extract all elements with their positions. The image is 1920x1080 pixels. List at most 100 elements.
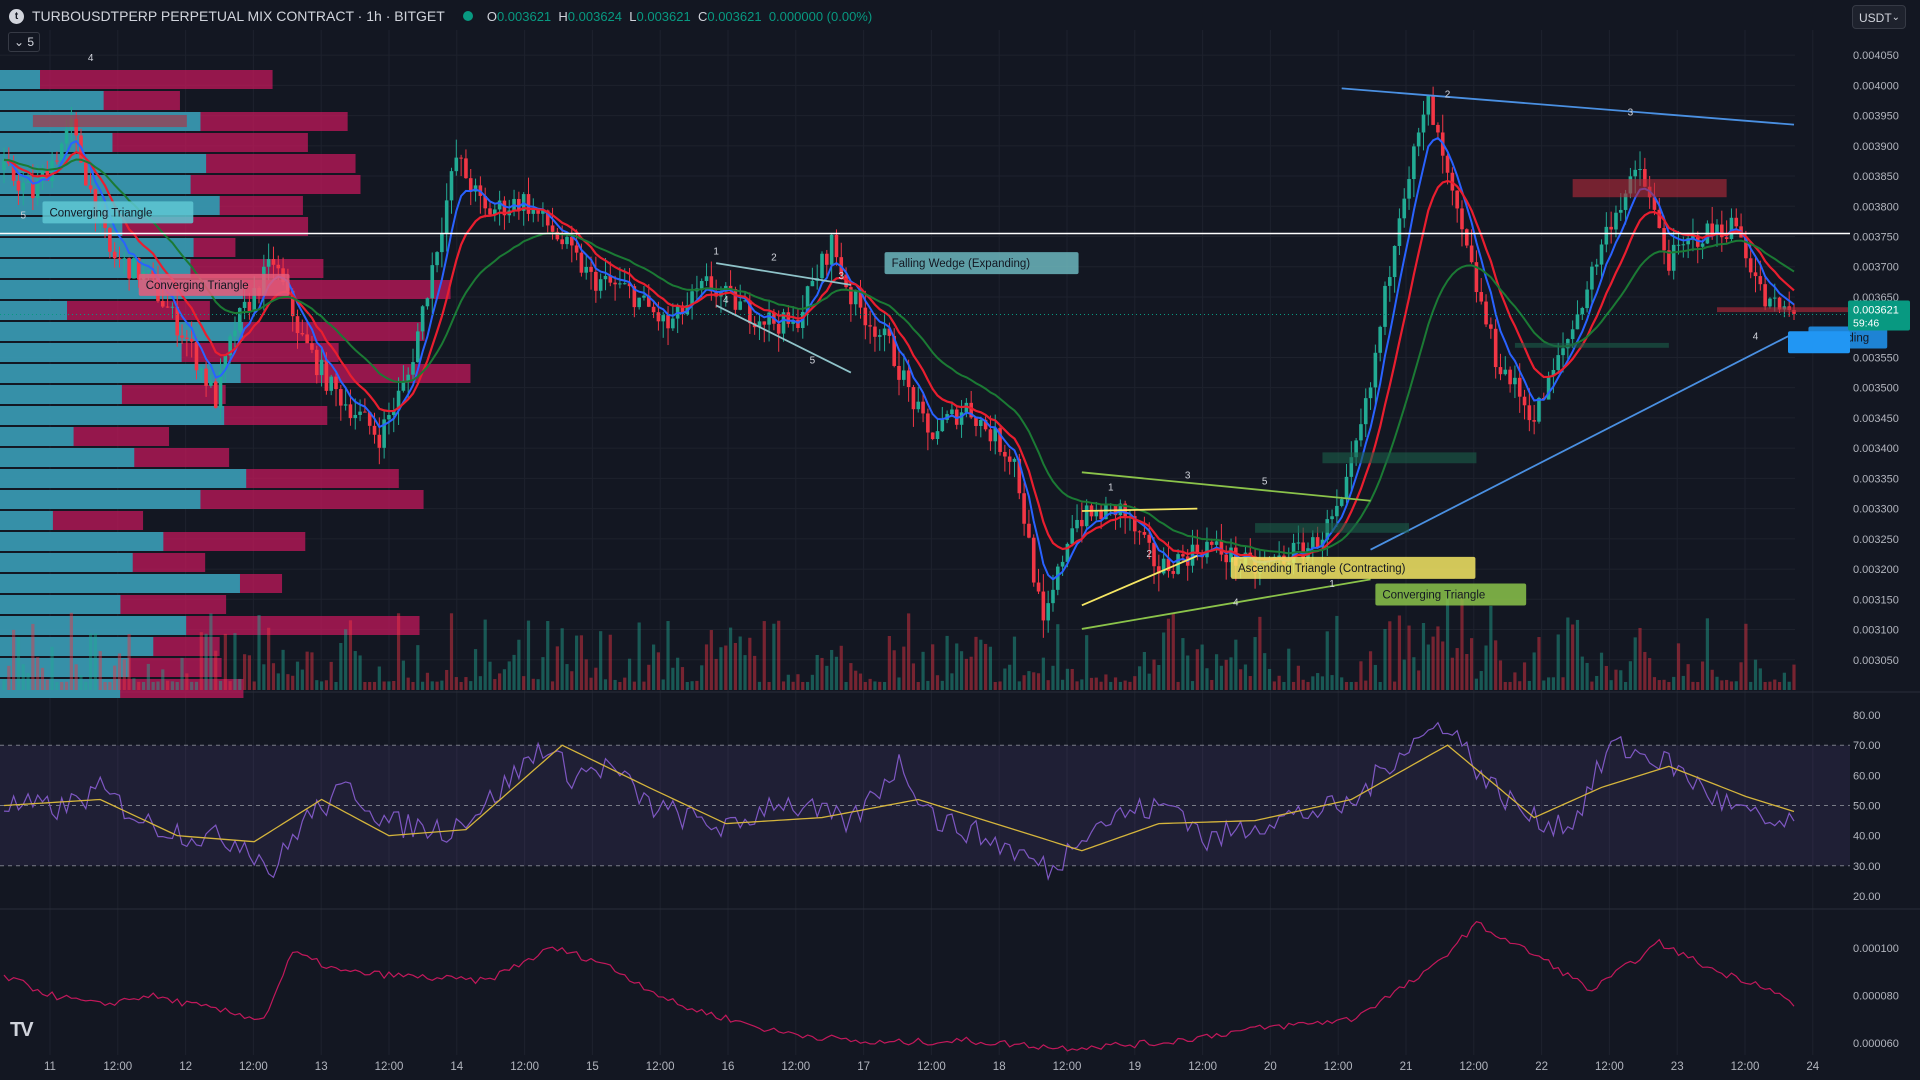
volume-bar xyxy=(1590,681,1594,690)
candle xyxy=(1489,317,1493,339)
candle-body xyxy=(1402,198,1407,219)
volume-bar xyxy=(945,635,949,690)
candle-body xyxy=(122,258,127,260)
candle-body xyxy=(1681,244,1686,246)
currency-select[interactable]: USDT ⌄ xyxy=(1852,5,1906,29)
volume-bar xyxy=(411,681,415,690)
volume-bar xyxy=(16,637,21,690)
candle xyxy=(613,275,617,301)
volume-bar xyxy=(671,667,675,690)
volume-bar xyxy=(98,651,102,690)
volume-bar xyxy=(911,663,916,690)
volume-bar xyxy=(1633,637,1637,690)
candle xyxy=(194,336,199,380)
volume-bar xyxy=(55,681,59,690)
pattern-label-box xyxy=(42,201,194,224)
candle-body xyxy=(339,389,343,406)
volume-bar xyxy=(1609,680,1613,690)
price-axis-tick: 0.003900 xyxy=(1853,141,1899,153)
candle xyxy=(1137,530,1142,545)
volume-bar xyxy=(1316,673,1320,690)
candle-body xyxy=(324,359,329,391)
volume-bar xyxy=(1200,644,1204,690)
volume-bar xyxy=(358,655,362,690)
volume-bar xyxy=(550,681,555,690)
volume-bar xyxy=(339,642,343,690)
candle xyxy=(314,345,319,384)
candle-body xyxy=(988,429,993,442)
candle xyxy=(1493,319,1498,379)
volume-bar xyxy=(223,633,227,690)
candle xyxy=(1676,230,1681,255)
volume-bar xyxy=(1662,679,1666,690)
volume-bar xyxy=(286,674,290,690)
candle xyxy=(762,321,767,343)
candle-body xyxy=(411,362,415,375)
pivot-label: 4 xyxy=(1753,331,1759,342)
volume-bar xyxy=(757,681,762,690)
volume-bar xyxy=(1518,681,1522,690)
candle-body xyxy=(820,253,824,279)
candle-body xyxy=(1758,276,1763,285)
pivot-label: 4 xyxy=(1233,597,1239,608)
volume-bar xyxy=(334,681,338,690)
candle-body xyxy=(666,315,670,329)
candle xyxy=(1484,294,1488,328)
volume-bar xyxy=(1287,648,1291,690)
price-axis-tick: 0.003350 xyxy=(1853,473,1899,485)
chevron-down-icon: ⌄ xyxy=(1891,12,1900,23)
candle xyxy=(776,310,781,352)
candle-body xyxy=(74,119,78,136)
symbol-title[interactable]: TURBOUSDTPERP PERPETUAL MIX CONTRACT · 1… xyxy=(32,8,445,24)
rsi-line xyxy=(3,721,1795,882)
candle xyxy=(334,371,338,407)
candle-body xyxy=(420,306,425,332)
volume-bar xyxy=(1556,634,1560,690)
volume-profile-buy-bar xyxy=(0,385,122,404)
indicators-collapse-button[interactable]: ⌄ 5 xyxy=(8,32,40,52)
candle-body xyxy=(1392,245,1397,278)
volume-bar xyxy=(1104,674,1108,690)
volume-bar xyxy=(1094,677,1098,690)
volume-bar xyxy=(319,681,324,690)
volume-profile-buy-bar xyxy=(0,532,164,551)
time-axis-tick: 15 xyxy=(586,1061,599,1073)
candle-body xyxy=(531,208,536,214)
candle xyxy=(59,141,64,162)
price-zone xyxy=(1514,342,1669,348)
candle-body xyxy=(1214,541,1219,545)
volume-bar xyxy=(656,652,661,690)
volume-profile-buy-bar xyxy=(0,70,41,89)
candle xyxy=(1012,457,1017,478)
candle-body xyxy=(1763,284,1767,307)
candle xyxy=(1599,239,1604,280)
candle xyxy=(1152,537,1156,584)
candle-body xyxy=(319,359,324,376)
volume-bar xyxy=(1763,681,1767,690)
candle-body xyxy=(1729,217,1734,240)
volume-bar xyxy=(214,650,218,690)
volume-bar xyxy=(940,680,944,690)
candle xyxy=(1055,563,1060,596)
candle xyxy=(1046,590,1050,633)
pivot-label: 4 xyxy=(88,53,94,64)
candle xyxy=(1363,388,1368,437)
volume-bar xyxy=(1758,668,1762,690)
candle xyxy=(1027,509,1031,539)
volume-bar xyxy=(1340,677,1344,690)
candle-body xyxy=(1720,224,1724,238)
volume-bar xyxy=(344,629,348,690)
candle-body xyxy=(1296,542,1301,544)
candle-body xyxy=(825,253,829,265)
candle-body xyxy=(1570,329,1575,340)
candle xyxy=(11,155,16,186)
candle-body xyxy=(1055,566,1060,590)
candle xyxy=(1373,344,1378,405)
volume-bar xyxy=(546,620,550,690)
candle-body xyxy=(1003,451,1007,457)
candle xyxy=(1469,229,1474,264)
volume-bar xyxy=(825,665,829,690)
volume-bar xyxy=(1248,676,1252,690)
volume-bar xyxy=(74,664,78,690)
